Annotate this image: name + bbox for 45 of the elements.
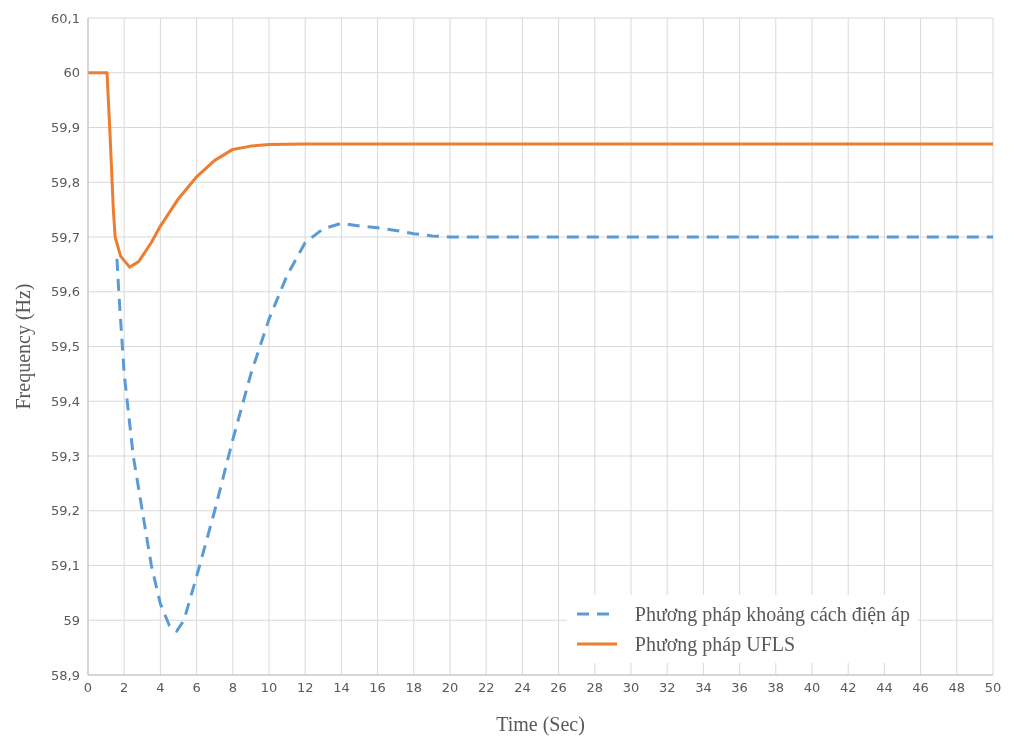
x-tick-label: 12 <box>296 680 314 696</box>
x-tick-label: 8 <box>228 680 237 696</box>
x-tick-label: 44 <box>876 680 893 696</box>
x-tick-label: 4 <box>156 680 165 696</box>
x-tick-label: 48 <box>948 680 966 696</box>
x-tick-label: 32 <box>658 680 676 696</box>
x-tick-label: 16 <box>369 680 386 696</box>
y-tick-label: 59,5 <box>51 339 80 355</box>
x-tick-label: 20 <box>441 680 459 696</box>
y-tick-label: 59,7 <box>51 229 80 245</box>
y-tick-label: 59,8 <box>51 174 80 190</box>
y-tick-label: 60 <box>63 65 80 81</box>
x-axis-title: Time (Sec) <box>496 713 585 736</box>
y-tick-label: 59,3 <box>51 448 80 464</box>
x-tick-label: 38 <box>767 680 785 696</box>
x-tick-label: 42 <box>839 680 857 696</box>
y-tick-label: 58,9 <box>51 667 80 683</box>
x-tick-label: 0 <box>83 680 93 696</box>
x-tick-label: 36 <box>731 680 748 696</box>
x-tick-label: 2 <box>120 680 129 696</box>
y-tick-label: 60,1 <box>51 10 80 26</box>
line-series <box>88 71 993 269</box>
x-tick-label: 28 <box>586 680 604 696</box>
y-tick-label: 59 <box>63 612 80 628</box>
x-tick-label: 40 <box>803 680 821 696</box>
y-tick-label: 59,4 <box>51 393 80 409</box>
x-tick-label: 22 <box>477 680 495 696</box>
x-tick-label: 6 <box>192 680 201 696</box>
x-tick-label: 14 <box>333 680 350 696</box>
y-tick-label: 59,6 <box>51 284 80 300</box>
x-tick-label: 30 <box>622 680 640 696</box>
x-tick-label: 24 <box>514 680 531 696</box>
legend-label: Phương pháp khoảng cách điện áp <box>634 602 910 628</box>
x-tick-label: 26 <box>550 680 567 696</box>
y-tick-label: 59,1 <box>51 558 80 574</box>
legend-label: Phương pháp UFLS <box>634 632 796 658</box>
x-tick-label: 34 <box>695 680 712 696</box>
y-tick-label: 59,9 <box>51 120 80 136</box>
x-tick-label: 50 <box>984 680 1002 696</box>
x-tick-label: 18 <box>405 680 423 696</box>
x-tick-label: 10 <box>260 680 278 696</box>
x-tick-label: 46 <box>912 680 929 696</box>
line-series <box>115 221 993 633</box>
y-axis-title: Frequency (Hz) <box>12 283 36 410</box>
y-tick-label: 59,2 <box>51 503 80 519</box>
